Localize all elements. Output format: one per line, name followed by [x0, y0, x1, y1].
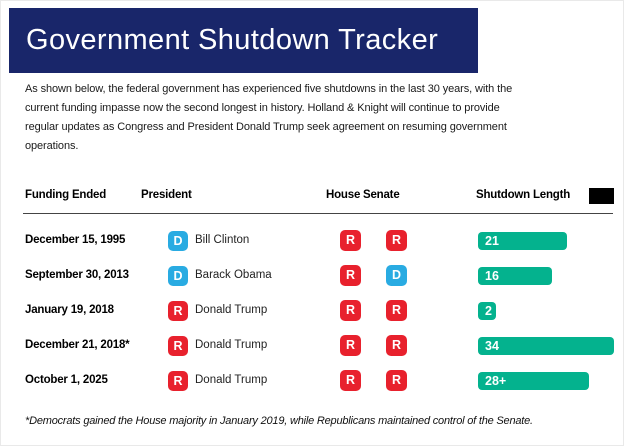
president-name: Donald Trump: [195, 374, 268, 386]
column-header-funding-ended: Funding Ended: [25, 189, 107, 201]
intro-text: As shown below, the federal government h…: [25, 83, 513, 152]
shutdown-length-bar: 34: [478, 337, 614, 355]
table-row: October 1, 2025 R Donald Trump R R 28+: [1, 370, 623, 392]
table-row: January 19, 2018 R Donald Trump R R 2: [1, 300, 623, 322]
president-party-badge: R: [168, 301, 188, 321]
shutdown-length-value: 28+: [485, 374, 507, 388]
house-party-badge: R: [340, 265, 361, 286]
header-divider: [23, 213, 613, 214]
house-party-badge: R: [340, 370, 361, 391]
shutdown-length-value: 2: [485, 304, 492, 318]
president-name: Donald Trump: [195, 304, 268, 316]
house-party-badge: R: [340, 335, 361, 356]
column-header-president: President: [141, 189, 192, 201]
president-party-badge: R: [168, 371, 188, 391]
funding-ended-date: September 30, 2013: [25, 269, 129, 281]
shutdown-length-value: 34: [485, 339, 499, 353]
senate-party-badge: R: [386, 335, 407, 356]
footnote: *Democrats gained the House majority in …: [25, 415, 533, 427]
table-row: December 15, 1995 D Bill Clinton R R 21: [1, 230, 623, 252]
funding-ended-date: December 21, 2018*: [25, 339, 130, 351]
shutdown-length-value: 21: [485, 234, 499, 248]
table-row: December 21, 2018* R Donald Trump R R 34: [1, 335, 623, 357]
shutdown-length-bar: 21: [478, 232, 567, 250]
house-party-badge: R: [340, 230, 361, 251]
president-party-badge: R: [168, 336, 188, 356]
title-banner: Government Shutdown Tracker: [9, 8, 478, 73]
black-rectangle-marker: [589, 188, 614, 204]
senate-party-badge: R: [386, 370, 407, 391]
column-header-shutdown-length: Shutdown Length: [476, 189, 571, 201]
page-title: Government Shutdown Tracker: [26, 24, 439, 56]
president-name: Bill Clinton: [195, 234, 250, 246]
funding-ended-date: December 15, 1995: [25, 234, 126, 246]
president-party-badge: D: [168, 266, 188, 286]
table-row: September 30, 2013 D Barack Obama R D 16: [1, 265, 623, 287]
shutdown-length-bar: 28+: [478, 372, 589, 390]
shutdown-length-value: 16: [485, 269, 499, 283]
funding-ended-date: January 19, 2018: [25, 304, 114, 316]
president-name: Donald Trump: [195, 339, 268, 351]
senate-party-badge: R: [386, 300, 407, 321]
senate-party-badge: D: [386, 265, 407, 286]
shutdown-length-bar: 16: [478, 267, 552, 285]
president-name: Barack Obama: [195, 269, 272, 281]
funding-ended-date: October 1, 2025: [25, 374, 108, 386]
column-header-house: House: [326, 189, 361, 201]
president-party-badge: D: [168, 231, 188, 251]
senate-party-badge: R: [386, 230, 407, 251]
column-header-senate: Senate: [363, 189, 400, 201]
shutdown-length-bar: 2: [478, 302, 496, 320]
house-party-badge: R: [340, 300, 361, 321]
